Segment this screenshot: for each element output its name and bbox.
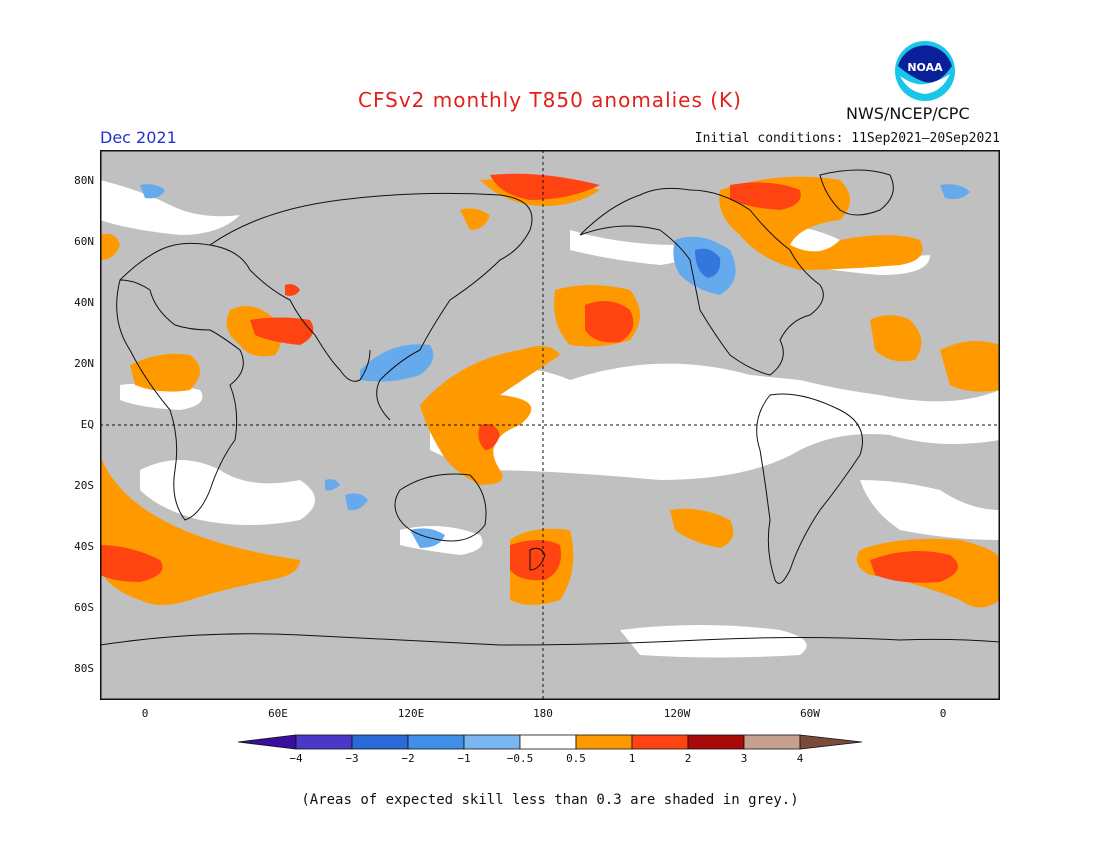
colorbar-segment-3-4 [743, 734, 801, 750]
lon-label-60w: 60W [800, 707, 820, 720]
noaa-logo: NOAA [895, 41, 955, 101]
colorbar-label: 0.5 [566, 752, 586, 765]
colorbar-segment-05-1 [575, 734, 633, 750]
lat-label-40n: 40N [74, 296, 94, 309]
lon-label-0-right: 0 [939, 707, 947, 720]
cool-anomalies-light [140, 184, 970, 548]
lat-label-60n: 60N [74, 235, 94, 248]
colorbar-label: −1 [457, 752, 471, 765]
colorbar-segment-neg3-neg2 [351, 734, 409, 750]
map-frame [100, 150, 1000, 700]
colorbar-label: −3 [345, 752, 359, 765]
colorbar-label: 1 [628, 752, 636, 765]
colorbar-label: 3 [740, 752, 748, 765]
lon-label-60e: 60E [268, 707, 288, 720]
colorbar [238, 734, 862, 750]
warm-anomalies-strong [100, 173, 958, 583]
lat-label-eq: EQ [80, 418, 94, 431]
lon-label-120e: 120E [397, 707, 425, 720]
colorbar-segment-neutral [519, 734, 577, 750]
colorbar-label: −4 [289, 752, 303, 765]
colorbar-segment-1-2 [631, 734, 689, 750]
lon-label-0-left: 0 [141, 707, 149, 720]
lat-label-60s: 60S [74, 601, 94, 614]
lon-label-120w: 120W [663, 707, 691, 720]
chart-title: CFSv2 monthly T850 anomalies (K) [358, 88, 742, 112]
colorbar-label: −2 [401, 752, 415, 765]
logo-text: NOAA [907, 61, 943, 74]
lat-label-80n: 80N [74, 174, 94, 187]
colorbar-segment-2-3 [687, 734, 745, 750]
footnote: (Areas of expected skill less than 0.3 a… [301, 792, 799, 808]
agency-label: NWS/NCEP/CPC [846, 104, 970, 123]
colorbar-segment-lt-neg4 [238, 734, 297, 750]
colorbar-label: 4 [796, 752, 804, 765]
colorbar-segment-neg1-neg05 [463, 734, 521, 750]
anomaly-map [100, 150, 1000, 700]
lat-label-20s: 20S [74, 479, 94, 492]
colorbar-label: −0.5 [506, 752, 534, 765]
colorbar-label: 2 [684, 752, 692, 765]
cool-anomalies-strong [695, 248, 721, 278]
initial-conditions: Initial conditions: 11Sep2021–20Sep2021 [694, 131, 1000, 146]
lat-label-20n: 20N [74, 357, 94, 370]
coastlines [100, 169, 1000, 646]
lon-label-180: 180 [533, 707, 553, 720]
forecast-month: Dec 2021 [100, 128, 177, 147]
colorbar-segment-gt-4 [799, 734, 862, 750]
lat-label-40s: 40S [74, 540, 94, 553]
colorbar-segment-neg4-neg3 [295, 734, 353, 750]
colorbar-segment-neg2-neg1 [407, 734, 465, 750]
lat-label-80s: 80S [74, 662, 94, 675]
reference-lines [100, 150, 1000, 700]
